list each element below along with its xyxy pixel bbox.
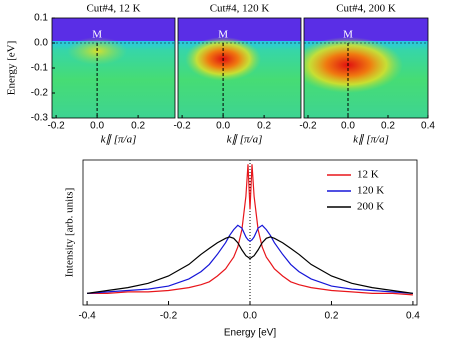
frame: [177, 17, 302, 119]
heatmap-image: [52, 18, 175, 118]
x-tick-label: -0.2: [160, 311, 178, 322]
x-tick-label: 0.2: [257, 121, 271, 132]
legend-label: 120 K: [357, 185, 384, 197]
y-tick-label: 0.1: [34, 13, 48, 24]
panel-title: Cut#4, 120 K: [210, 3, 270, 15]
annotation: M: [218, 29, 228, 41]
x-label: k∥ [π/a]: [227, 134, 263, 146]
x-tick-label: 0.0: [216, 121, 230, 132]
x-tick-label: 0.2: [131, 121, 145, 132]
legend-label: 200 K: [357, 201, 384, 213]
x-tick-label: -0.2: [173, 121, 191, 132]
y-tick-label: 0.0: [34, 38, 48, 49]
x-label: k∥ [π/a]: [101, 134, 137, 146]
y-tick-label: -0.2: [31, 88, 49, 99]
panel-title: Cut#4, 200 K: [336, 3, 396, 15]
heatmap-blob: [304, 37, 403, 93]
line-series: [87, 164, 413, 296]
x-tick-label: -0.2: [299, 121, 317, 132]
heatmap-image: [304, 18, 428, 118]
frame: [303, 17, 429, 119]
line-series: [87, 236, 413, 294]
x-tick-label: 0.0: [90, 121, 104, 132]
x-tick-label: 0.0: [243, 311, 257, 322]
x-label: k∥ [π/a]: [353, 134, 389, 146]
y-label: Energy [eV]: [6, 41, 18, 95]
annotation: M: [92, 29, 102, 41]
y-label: Intensity [arb. units]: [64, 188, 76, 278]
annotation: M: [343, 29, 353, 41]
x-tick-label: 0.0: [341, 121, 355, 132]
panel-title: Cut#4, 12 K: [86, 3, 140, 15]
x-tick-label: -0.4: [78, 311, 96, 322]
x-label: Energy [eV]: [224, 328, 276, 339]
legend-label: 12 K: [357, 169, 379, 181]
x-tick-label: 0.2: [381, 121, 395, 132]
x-tick-label: -0.2: [47, 121, 65, 132]
y-tick-label: -0.3: [31, 113, 49, 124]
x-tick-label: 0.4: [406, 311, 420, 322]
heatmap-image: [178, 18, 301, 118]
x-tick-label: 0.2: [325, 311, 339, 322]
y-tick-label: -0.1: [31, 63, 49, 74]
x-tick-label: 0.4: [421, 121, 435, 132]
line-series: [87, 224, 413, 294]
